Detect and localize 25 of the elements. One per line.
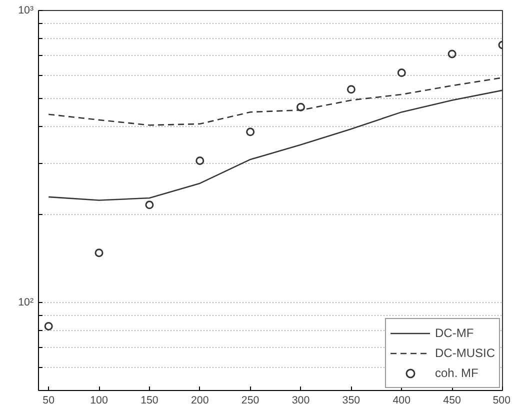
x-tick-label: 500 xyxy=(492,394,511,406)
line-series xyxy=(48,76,502,126)
point xyxy=(397,68,406,78)
legend-label: coh. MF xyxy=(435,366,478,380)
x-tick-label: 150 xyxy=(140,394,158,406)
x-tick-label: 400 xyxy=(392,394,411,406)
point xyxy=(246,128,255,136)
x-tick-label: 100 xyxy=(90,394,108,406)
x-tick-label: 250 xyxy=(241,394,260,406)
y-tick-label: 10³ xyxy=(18,4,34,16)
x-tick-label: 50 xyxy=(42,394,55,406)
x-tick-label: 350 xyxy=(342,394,360,406)
point xyxy=(145,200,154,210)
point xyxy=(196,156,204,165)
legend-label: DC-MUSIC xyxy=(435,346,495,360)
x-tick-label: 300 xyxy=(292,394,310,406)
point xyxy=(346,85,356,94)
point xyxy=(44,322,53,330)
point xyxy=(94,248,104,258)
x-tick-label: 200 xyxy=(191,394,209,406)
point xyxy=(448,50,456,58)
legend-label: DC-MF xyxy=(435,326,474,340)
point xyxy=(296,102,306,112)
y-tick-label: 10² xyxy=(18,296,34,309)
x-tick-label: 450 xyxy=(443,394,462,406)
